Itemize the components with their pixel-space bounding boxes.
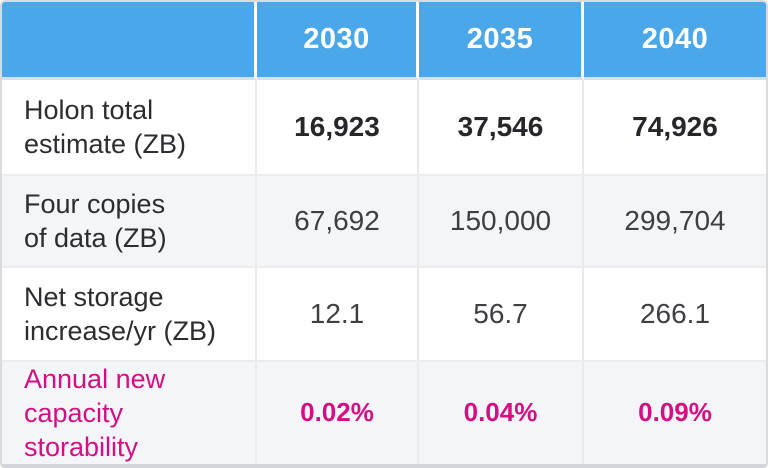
- value-holon-total-2040: 74,926: [632, 111, 718, 143]
- value-annual-capacity-2035: 0.04%: [419, 361, 584, 464]
- table-row-four-copies: Four copies of data (ZB) 67,692 150,000 …: [2, 174, 766, 267]
- row-label-four-copies: Four copies of data (ZB): [2, 176, 257, 267]
- value-holon-total-2030: 16,923: [257, 80, 419, 175]
- table-header-row: 2030 2035 2040: [2, 2, 766, 81]
- row-label-net-storage: Net storage increase/yr (ZB): [2, 268, 257, 360]
- column-header-2035: 2035: [419, 2, 584, 81]
- value-net-storage-2040: 266.1: [639, 297, 711, 329]
- value-four-copies-2035: 150,000: [419, 176, 584, 267]
- value-four-copies-2030: 67,692: [257, 176, 419, 267]
- value-net-storage-2035: 56.7: [419, 268, 584, 360]
- value-holon-total-2035: 37,546: [419, 80, 584, 175]
- column-header-2030: 2030: [257, 2, 419, 81]
- table-row-net-storage: Net storage increase/yr (ZB) 12.1 56.7 2…: [2, 266, 766, 360]
- table-row-annual-capacity: Annual new capacity storability 0.02% 0.…: [2, 359, 766, 464]
- value-annual-capacity-2040: 0.09%: [638, 397, 712, 428]
- row-label-holon-total: Holon total estimate (ZB): [2, 80, 257, 175]
- value-net-storage-2030: 12.1: [257, 268, 419, 360]
- value-four-copies-2040: 299,704: [624, 205, 726, 237]
- header-empty-cell: [2, 2, 257, 81]
- table-row-holon-total: Holon total estimate (ZB) 16,923 37,546 …: [2, 80, 766, 175]
- value-annual-capacity-2030: 0.02%: [257, 361, 419, 464]
- column-header-2040: 2040: [584, 2, 766, 81]
- row-label-annual-capacity: Annual new capacity storability: [2, 361, 257, 464]
